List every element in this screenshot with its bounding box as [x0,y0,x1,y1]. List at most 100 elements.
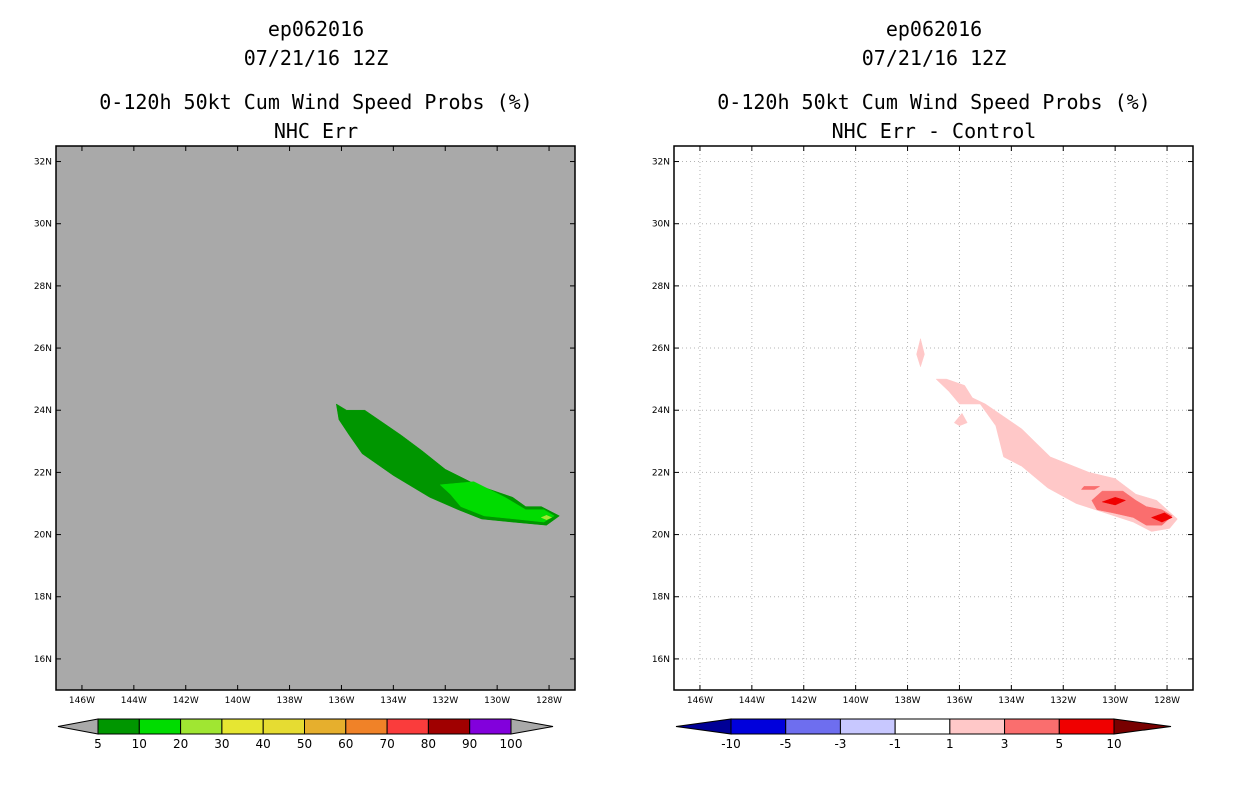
y-tick-label: 20N [34,531,52,541]
colorbar-label: 30 [214,737,229,751]
colorbar-label: 5 [94,737,102,751]
colorbar-label: 100 [500,737,523,751]
colorbar-low-arrow [57,718,99,735]
y-tick-label: 18N [34,593,52,603]
y-tick-label: 32N [652,158,670,168]
x-tick-label: 130W [1102,696,1128,706]
x-tick-label: 136W [328,696,354,706]
x-tick-label: 142W [791,696,817,706]
y-tick-label: 16N [652,655,670,665]
x-tick-label: 140W [225,696,251,706]
y-tick-label: 22N [652,468,670,478]
contour-1-3 [916,338,925,368]
colorbar-label: 1 [946,737,954,751]
x-tick-label: 138W [277,696,303,706]
plot-background [674,146,1193,690]
plot-background [56,146,575,690]
colorbar-box [894,718,951,735]
colorbar-label: -3 [834,737,846,751]
colorbar-label: 10 [1106,737,1121,751]
colorbar-box [839,718,896,735]
colorbar-box [304,718,347,735]
colorbar-label: 60 [338,737,353,751]
y-tick-label: 24N [652,406,670,416]
colorbar-label: 80 [421,737,436,751]
x-tick-label: 128W [1154,696,1180,706]
colorbar-box [262,718,306,735]
colorbar-box [1058,718,1115,735]
x-tick-label: 134W [998,696,1024,706]
plot-frame [673,145,1194,691]
x-tick-label: 142W [173,696,199,706]
x-tick-label: 132W [1050,696,1076,706]
contour-20-30 [540,515,553,520]
y-tick-label: 26N [652,344,670,354]
colorbar-box [386,718,429,735]
left-panel: 146W 144W 142W 140W 138W 136W 134W 132W 130W 128W… [34,145,576,751]
colorbar-low-arrow [675,718,732,735]
y-tick-label: 28N [652,282,670,292]
x-tick-label: 136W [946,696,972,706]
colorbar-label: 90 [462,737,477,751]
x-tick-label: 132W [432,696,458,706]
y-tick-label: 26N [34,344,52,354]
contour-3-5 [1080,486,1101,490]
plot-frame [55,145,576,691]
x-tick-label: 146W [687,696,713,706]
left-datetime: 07/21/16 12Z [243,46,389,70]
colorbar-high-arrow [510,718,554,735]
x-tick-label: 144W [121,696,147,706]
y-tick-label: 16N [34,655,52,665]
contour-5-10 [335,403,560,526]
x-tick-label: 140W [843,696,869,706]
y-tick-label: 30N [652,220,670,230]
colorbar-label: 50 [297,737,312,751]
y-tick-label: 22N [34,468,52,478]
colorbar-box [1004,718,1060,735]
colorbar-label: 40 [256,737,271,751]
y-tick-label: 24N [34,406,52,416]
x-tick-label: 128W [536,696,562,706]
y-tick-label: 28N [34,282,52,292]
y-tick-label: 20N [652,531,670,541]
contour-1-3 [953,412,968,427]
colorbar-box [180,718,223,735]
colorbar-label: 10 [132,737,147,751]
colorbar-label: 5 [1055,737,1063,751]
colorbar-box [469,718,512,735]
colorbar-box [949,718,1006,735]
colorbar-box [427,718,471,735]
x-tick-label: 138W [895,696,921,706]
right-chart-title: 0-120h 50kt Cum Wind Speed Probs (%) [717,90,1151,114]
y-tick-label: 18N [652,593,670,603]
colorbar-label: -1 [889,737,901,751]
right-panel: 146W 144W 142W 140W 138W 136W 134W 132W 130W 128W… [652,145,1194,751]
y-tick-label: 30N [34,220,52,230]
x-tick-label: 130W [484,696,510,706]
colorbar-box [221,718,264,735]
right-chart-subtitle: NHC Err - Control [831,119,1037,143]
x-tick-label: 146W [69,696,95,706]
left-chart-subtitle: NHC Err [273,119,359,143]
colorbar-box [97,718,140,735]
colorbar-label: -10 [721,737,741,751]
contour-5-10 [1150,512,1173,523]
colorbar-label: 70 [379,737,394,751]
right-datetime: 07/21/16 12Z [861,46,1007,70]
left-storm-id: ep062016 [267,17,365,41]
right-storm-id: ep062016 [885,17,983,41]
colorbar-box [345,718,388,735]
colorbar-box [730,718,787,735]
colorbar-high-arrow [1113,718,1172,735]
x-tick-label: 144W [739,696,765,706]
left-chart-title: 0-120h 50kt Cum Wind Speed Probs (%) [99,90,533,114]
colorbar-box [785,718,841,735]
colorbar-label: 20 [173,737,188,751]
contour-10-20 [439,481,555,523]
colorbar-label: 3 [1001,737,1009,751]
colorbar-box [138,718,182,735]
y-tick-label: 32N [34,158,52,168]
x-tick-label: 134W [380,696,406,706]
contour-5-10 [1101,497,1127,506]
